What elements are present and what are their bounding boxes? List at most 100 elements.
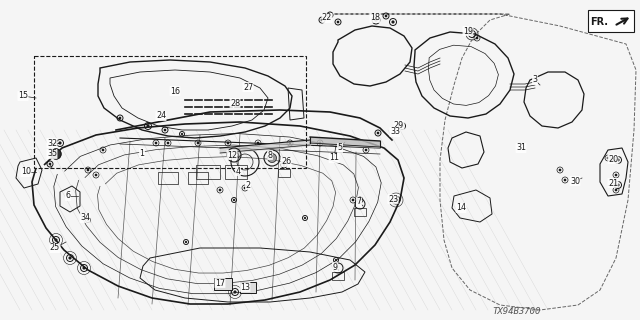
Circle shape (244, 187, 246, 189)
Circle shape (102, 149, 104, 151)
Circle shape (559, 169, 561, 171)
Text: 3: 3 (532, 76, 538, 84)
Bar (332, 272, 344, 280)
Text: 19: 19 (463, 27, 473, 36)
Text: 15: 15 (18, 92, 28, 100)
Text: 28: 28 (230, 99, 240, 108)
Text: 24: 24 (156, 111, 166, 121)
Circle shape (54, 238, 58, 242)
Circle shape (358, 199, 362, 201)
Circle shape (166, 142, 170, 144)
Circle shape (51, 149, 61, 159)
Text: 21: 21 (608, 179, 618, 188)
Bar (225, 165, 247, 179)
Text: 31: 31 (516, 143, 526, 153)
Text: 33: 33 (390, 127, 400, 137)
Circle shape (164, 129, 166, 131)
Circle shape (321, 19, 323, 21)
Text: TX94B3700: TX94B3700 (492, 308, 540, 316)
Text: FR.: FR. (590, 17, 608, 27)
Bar (34, 56, 306, 168)
Circle shape (68, 256, 72, 260)
Bar (214, 278, 232, 290)
Circle shape (607, 157, 609, 159)
Circle shape (87, 219, 89, 221)
Circle shape (95, 174, 97, 176)
Circle shape (468, 29, 471, 31)
Circle shape (86, 169, 90, 171)
Circle shape (234, 291, 237, 293)
Text: 11: 11 (329, 154, 339, 163)
Text: 7: 7 (356, 197, 362, 206)
Circle shape (392, 20, 395, 24)
Bar (188, 172, 208, 184)
Circle shape (181, 133, 183, 135)
Circle shape (470, 32, 474, 36)
Circle shape (335, 259, 337, 261)
Circle shape (564, 179, 566, 181)
Circle shape (304, 217, 306, 219)
Circle shape (147, 124, 150, 128)
Circle shape (394, 198, 398, 202)
Circle shape (289, 142, 291, 144)
Circle shape (227, 142, 229, 144)
Circle shape (616, 158, 620, 162)
Text: 17: 17 (215, 278, 225, 287)
Circle shape (616, 183, 620, 187)
Circle shape (377, 132, 380, 134)
Text: 6: 6 (65, 191, 70, 201)
Text: 2: 2 (245, 180, 251, 189)
Bar (196, 165, 220, 179)
Text: 27: 27 (243, 83, 253, 92)
Text: 26: 26 (281, 157, 291, 166)
Text: 23: 23 (388, 195, 398, 204)
Circle shape (233, 199, 235, 201)
Text: 32: 32 (47, 139, 57, 148)
Circle shape (329, 14, 332, 16)
Text: 5: 5 (337, 143, 342, 153)
Circle shape (118, 117, 122, 119)
Text: 9: 9 (332, 262, 337, 271)
Circle shape (283, 164, 285, 166)
Text: 30: 30 (570, 177, 580, 186)
Circle shape (385, 15, 387, 17)
Circle shape (58, 141, 61, 145)
Text: 29: 29 (394, 121, 404, 130)
Text: 10: 10 (21, 167, 31, 177)
Circle shape (83, 267, 86, 269)
Circle shape (614, 189, 618, 191)
Text: 20: 20 (608, 155, 618, 164)
Bar (588, 10, 634, 32)
Text: 22: 22 (322, 13, 332, 22)
Circle shape (401, 124, 404, 128)
Bar (158, 172, 178, 184)
Text: 16: 16 (170, 86, 180, 95)
Text: 25: 25 (50, 244, 60, 252)
Text: 35: 35 (47, 149, 57, 158)
Circle shape (185, 241, 187, 243)
Text: 1: 1 (140, 148, 145, 157)
Circle shape (219, 189, 221, 191)
Text: 14: 14 (456, 204, 466, 212)
Circle shape (365, 149, 367, 151)
Circle shape (614, 174, 618, 176)
Circle shape (196, 142, 199, 144)
Text: 12: 12 (227, 150, 237, 159)
Bar (354, 208, 366, 216)
Circle shape (337, 21, 339, 23)
Text: 4: 4 (236, 166, 241, 175)
Circle shape (374, 18, 378, 22)
Circle shape (476, 37, 478, 39)
Circle shape (257, 142, 259, 144)
Text: 13: 13 (240, 283, 250, 292)
Text: 34: 34 (80, 213, 90, 222)
Circle shape (268, 154, 276, 163)
Circle shape (351, 199, 355, 201)
Circle shape (319, 142, 321, 144)
Text: 8: 8 (268, 150, 273, 159)
Circle shape (155, 142, 157, 144)
Bar (278, 169, 290, 177)
Circle shape (49, 163, 51, 165)
Text: 18: 18 (370, 13, 380, 22)
Bar (240, 282, 256, 293)
